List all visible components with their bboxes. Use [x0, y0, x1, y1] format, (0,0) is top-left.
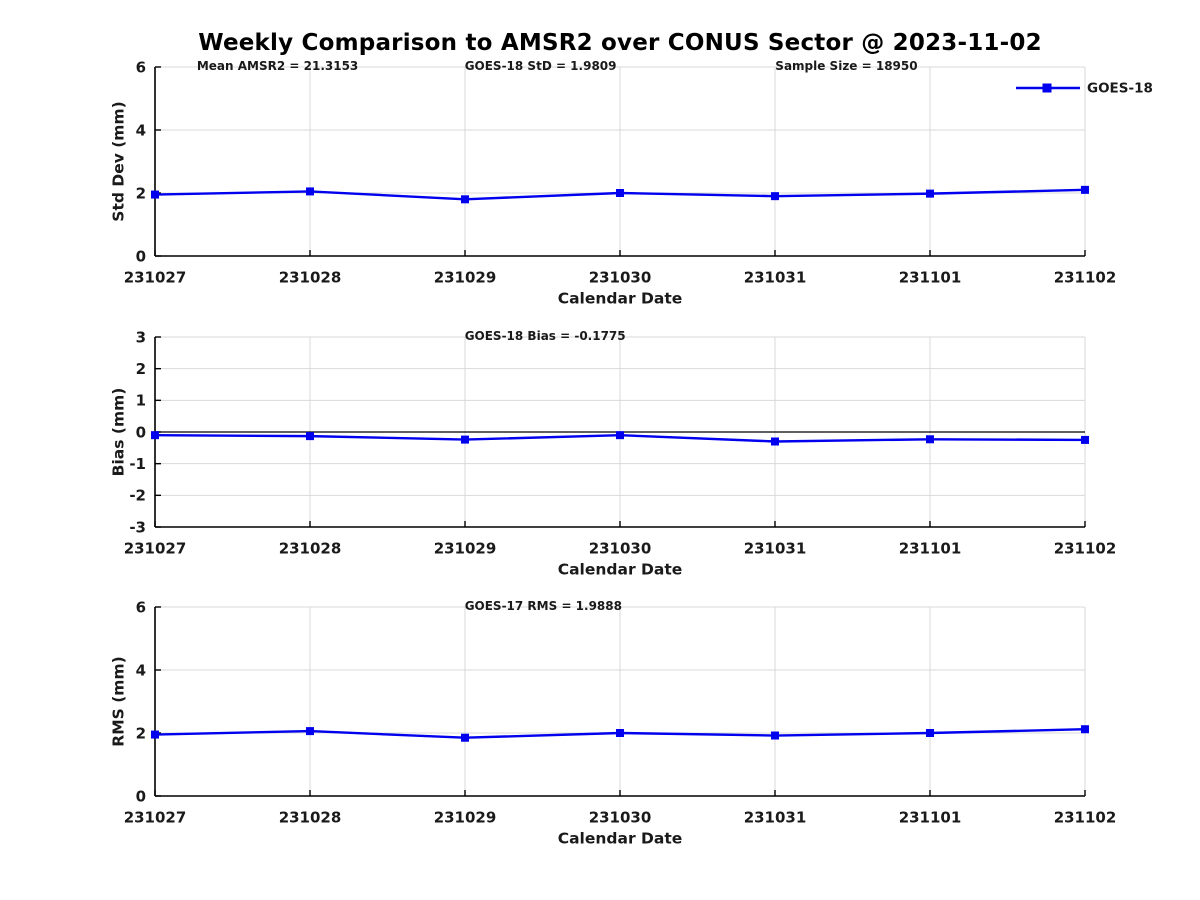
chart-title: Weekly Comparison to AMSR2 over CONUS Se…: [198, 30, 1042, 56]
x-axis-label: Calendar Date: [558, 829, 683, 847]
data-point-marker: [306, 432, 314, 441]
y-axis-label: Bias (mm): [109, 388, 127, 477]
data-point-marker: [151, 730, 159, 739]
annotation: GOES-18 Bias = -0.1775: [465, 329, 626, 343]
y-axis-label: RMS (mm): [109, 656, 127, 746]
data-point-marker: [771, 731, 779, 740]
data-point-marker: [151, 431, 159, 440]
y-tick-label: 6: [136, 58, 146, 76]
y-tick-label: 1: [136, 392, 146, 410]
data-point-marker: [306, 187, 314, 196]
x-tick-label: 231029: [434, 268, 497, 286]
data-point-marker: [616, 189, 624, 197]
y-tick-label: 6: [136, 598, 146, 616]
x-tick-label: 231030: [589, 268, 652, 286]
data-point-marker: [461, 435, 469, 444]
y-tick-label: 0: [136, 423, 146, 441]
x-tick-label: 231102: [1054, 808, 1117, 826]
legend-marker: [1042, 83, 1052, 93]
x-tick-label: 231029: [434, 539, 497, 557]
y-tick-label: 2: [136, 360, 146, 378]
x-tick-label: 231028: [279, 539, 342, 557]
data-point-marker: [926, 189, 934, 198]
x-tick-label: 231031: [744, 808, 807, 826]
annotation: GOES-18 StD = 1.9809: [465, 59, 617, 73]
data-point-marker: [461, 733, 469, 742]
x-tick-label: 231101: [899, 808, 962, 826]
y-tick-label: 4: [136, 661, 146, 679]
y-tick-label: -3: [129, 518, 146, 536]
data-point-marker: [771, 192, 779, 201]
y-tick-label: -2: [129, 487, 146, 505]
y-tick-label: 4: [136, 121, 146, 139]
annotation: GOES-17 RMS = 1.9888: [465, 599, 622, 613]
x-tick-label: 231101: [899, 539, 962, 557]
x-axis-label: Calendar Date: [558, 560, 683, 578]
y-tick-label: 0: [136, 247, 146, 265]
data-point-marker: [1081, 435, 1089, 444]
y-tick-label: 2: [136, 724, 146, 742]
legend-label: GOES-18: [1087, 81, 1153, 97]
x-tick-label: 231102: [1054, 268, 1117, 286]
y-tick-label: -1: [129, 455, 146, 473]
y-tick-label: 0: [136, 787, 146, 805]
x-axis-label: Calendar Date: [558, 289, 683, 307]
x-tick-label: 231027: [124, 268, 187, 286]
x-tick-label: 231030: [589, 808, 652, 826]
annotation: Sample Size = 18950: [775, 59, 917, 73]
y-axis-label: Std Dev (mm): [109, 101, 127, 221]
x-tick-label: 231027: [124, 539, 187, 557]
data-point-marker: [616, 431, 624, 440]
data-point-marker: [306, 727, 314, 736]
x-tick-label: 231027: [124, 808, 187, 826]
data-point-marker: [771, 437, 779, 446]
y-tick-label: 3: [136, 328, 146, 346]
data-point-marker: [926, 435, 934, 444]
data-point-marker: [1081, 185, 1089, 194]
data-point-marker: [926, 729, 934, 737]
y-tick-label: 2: [136, 184, 146, 202]
x-tick-label: 231102: [1054, 539, 1117, 557]
data-point-marker: [1081, 725, 1089, 734]
data-point-marker: [461, 195, 469, 204]
x-tick-label: 231101: [899, 268, 962, 286]
data-point-marker: [151, 190, 159, 199]
data-point-marker: [616, 729, 624, 737]
x-tick-label: 231031: [744, 268, 807, 286]
x-tick-label: 231029: [434, 808, 497, 826]
x-tick-label: 231031: [744, 539, 807, 557]
x-tick-label: 231028: [279, 808, 342, 826]
annotation: Mean AMSR2 = 21.3153: [197, 59, 358, 73]
x-tick-label: 231030: [589, 539, 652, 557]
x-tick-label: 231028: [279, 268, 342, 286]
